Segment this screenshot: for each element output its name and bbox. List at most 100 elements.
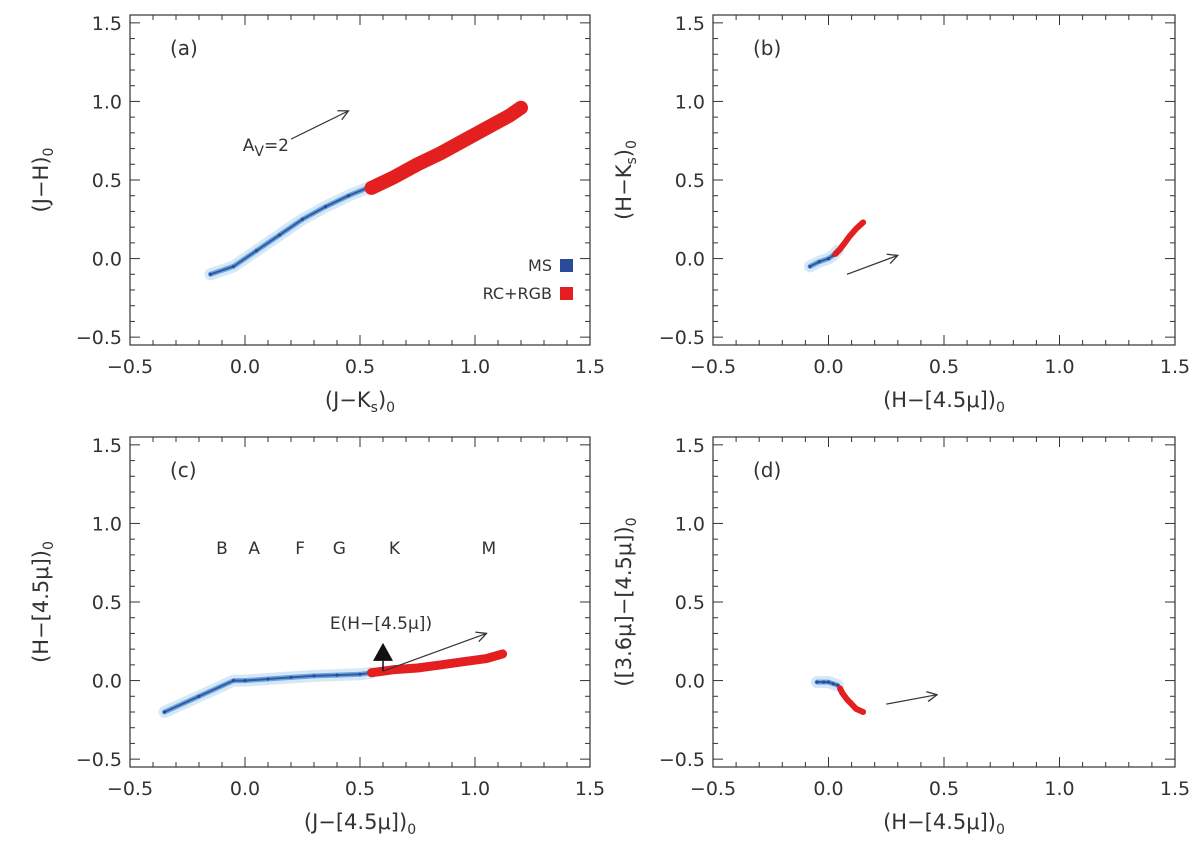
ms-point — [300, 217, 305, 221]
x-tick-label: −0.5 — [107, 356, 153, 378]
rc-rgb-point — [833, 251, 838, 257]
rc-rgb-point — [461, 138, 466, 143]
x-tick-label: 1.0 — [460, 778, 490, 800]
plot-frame — [129, 436, 591, 768]
plot-frame — [712, 14, 1176, 346]
rc-rgb-point — [854, 226, 859, 231]
rc-rgb-point — [438, 662, 443, 668]
ms-point — [826, 256, 831, 261]
rc-rgb-point — [837, 246, 843, 252]
panel-label: (c) — [170, 458, 197, 482]
x-tick-label: 0.5 — [929, 778, 959, 800]
y-tick-label: 1.0 — [675, 513, 705, 535]
ms-point — [826, 680, 831, 684]
rc-rgb-band — [364, 100, 528, 195]
spectral-type-label: B — [216, 539, 228, 559]
ms-point — [808, 264, 812, 269]
ms-line — [163, 671, 373, 713]
x-tick-label: −0.5 — [690, 778, 736, 800]
ms-point — [335, 673, 339, 677]
legend-label: MS — [528, 256, 552, 275]
panel-label: (b) — [753, 36, 781, 60]
rc-rgb-band — [367, 649, 508, 678]
x-tick-label: 0.5 — [345, 356, 375, 378]
x-tick-label: 1.0 — [1044, 778, 1074, 800]
ms-point — [289, 675, 293, 680]
rc-rgb-point — [837, 686, 843, 691]
y-axis-label: (H−Ks)0 — [612, 140, 640, 220]
ms-point — [323, 205, 328, 209]
x-tick-label: 0.0 — [230, 778, 260, 800]
rc-rgb-point — [415, 162, 420, 167]
rc-rgb-point — [461, 659, 466, 664]
panel-label: (a) — [170, 36, 198, 60]
rc-rgb-point — [854, 706, 859, 712]
ms-point — [162, 710, 167, 714]
panel-label: (d) — [753, 458, 781, 482]
panel-b: −0.5 0.0 0.5 1.0 1.5 −0.5 0.0 0.5 1.0 1.5 (b) (H−[4… — [612, 13, 1190, 416]
y-tick-label: −0.5 — [76, 327, 122, 349]
x-tick-label: 0.0 — [813, 356, 843, 378]
ms-point — [231, 264, 236, 269]
spectral-type-label: G — [333, 539, 346, 559]
rc-rgb-point — [500, 651, 505, 657]
rc-rgb-point — [392, 174, 397, 180]
x-axis-label: (H−[4.5μ])0 — [883, 388, 1005, 416]
legend-label: RC+RGB — [483, 284, 552, 303]
reddening-arrow — [382, 633, 487, 672]
x-tick-label: 0.5 — [345, 778, 375, 800]
y-tick-label: −0.5 — [659, 327, 705, 349]
ms-line — [209, 185, 373, 276]
ms-point — [197, 694, 201, 698]
rc-rgb-point — [860, 709, 866, 715]
spectral-type-label: F — [295, 539, 305, 559]
rc-rgb-point — [392, 667, 397, 672]
x-axis-label: (J−[4.5μ])0 — [304, 810, 416, 838]
y-tick-label: 1.5 — [92, 435, 122, 457]
rc-rgb-point — [847, 234, 852, 239]
rc-rgb-point — [842, 240, 847, 246]
legend-swatch — [560, 287, 573, 300]
panel-c: −0.5 0.0 0.5 1.0 1.5 −0.5 0.0 0.5 1.0 1.5 (c) (J−[4… — [29, 435, 605, 838]
x-tick-label: 1.5 — [1160, 356, 1190, 378]
y-tick-label: 1.5 — [675, 435, 705, 457]
spectral-type-label: K — [389, 539, 401, 559]
reddening-arrow — [846, 255, 898, 275]
y-axis-label: ([3.6μ]−[4.5μ])0 — [612, 517, 640, 686]
excess-label: E(H−[4.5μ]) — [330, 614, 432, 634]
ms-point — [831, 682, 835, 686]
rc-rgb-point — [369, 185, 374, 191]
legend-swatch — [560, 259, 573, 272]
y-tick-label: 1.0 — [92, 91, 122, 113]
ms-point — [312, 674, 316, 678]
x-axis-label: (J−Ks)0 — [325, 388, 395, 416]
x-tick-label: 1.0 — [1044, 356, 1074, 378]
ms-point — [243, 678, 247, 683]
x-tick-label: 0.0 — [813, 778, 843, 800]
y-tick-label: 0.0 — [92, 249, 122, 271]
panel-d: −0.5 0.0 0.5 1.0 1.5 −0.5 0.0 0.5 1.0 1.5 (d) (H−[4… — [612, 435, 1190, 838]
rc-rgb-point — [860, 220, 866, 225]
x-tick-label: 1.5 — [575, 778, 605, 800]
reddening-arrow — [290, 111, 349, 140]
x-tick-label: 1.5 — [1160, 778, 1190, 800]
y-tick-label: 0.5 — [675, 170, 705, 192]
y-tick-label: 0.5 — [92, 592, 122, 614]
ms-point — [231, 678, 236, 683]
spectral-type-label: M — [481, 539, 496, 559]
y-tick-label: 0.0 — [675, 671, 705, 693]
rc-rgb-point — [484, 125, 489, 131]
ms-point — [277, 233, 282, 237]
x-tick-label: 1.0 — [460, 356, 490, 378]
rc-rgb-point — [840, 690, 845, 696]
rc-rgb-point — [849, 701, 854, 707]
y-axis-label: (H−[4.5μ])0 — [29, 541, 57, 663]
y-tick-label: 1.5 — [92, 13, 122, 35]
ms-point — [208, 272, 213, 276]
rc-rgb-point — [438, 151, 443, 156]
x-tick-label: 0.0 — [230, 356, 260, 378]
y-axis-label: (J−H)0 — [29, 148, 57, 213]
rc-rgb-point — [518, 105, 524, 110]
y-tick-label: −0.5 — [659, 749, 705, 771]
y-tick-label: 0.0 — [92, 671, 122, 693]
